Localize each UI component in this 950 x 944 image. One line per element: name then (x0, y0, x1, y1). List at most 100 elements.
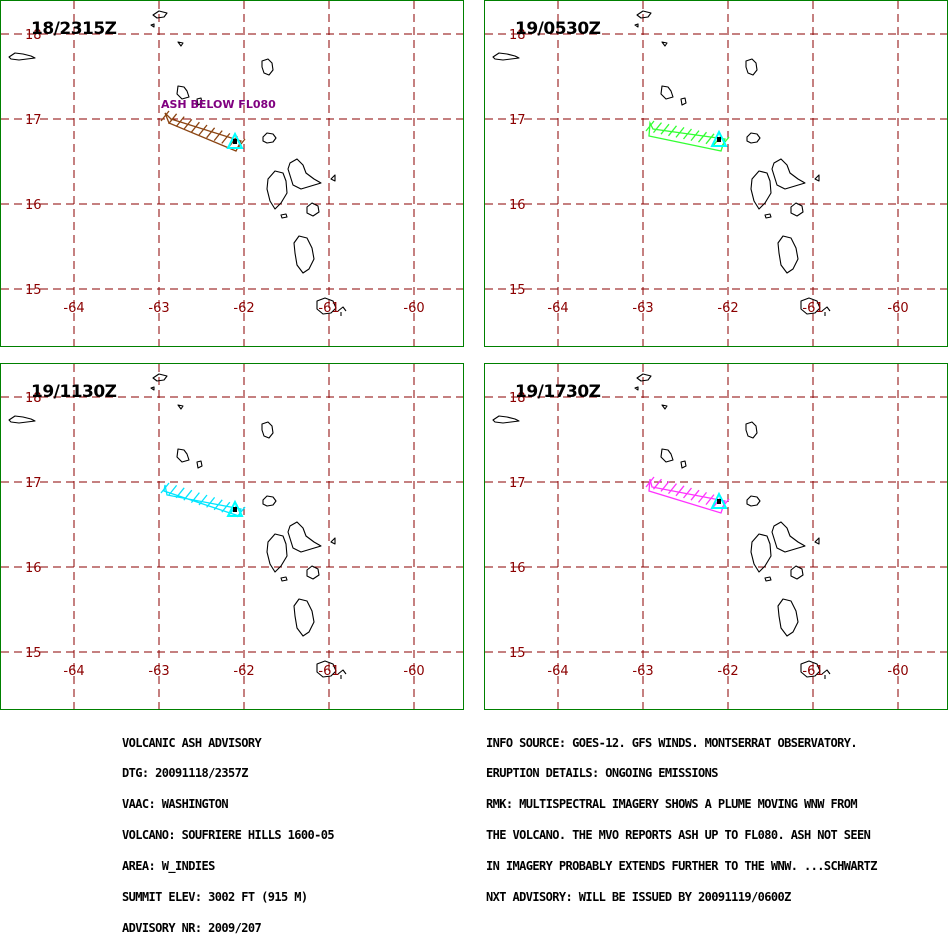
coastline (150, 23, 155, 28)
latitude-label: 15 (25, 283, 42, 298)
ash-hatch (168, 484, 178, 496)
advisory-line: THE VOLCANO. THE MVO REPORTS ASH UP TO F… (486, 828, 871, 843)
map-panel-4: -64 -63 -62 -61 -60 18 17 16 15 19/1730Z (484, 363, 948, 710)
longitude-label: -60 (887, 664, 908, 679)
latitude-label: 17 (25, 476, 42, 491)
coastline (790, 565, 804, 580)
ash-hatch (168, 113, 178, 125)
ash-hatch (705, 133, 715, 145)
longitude-label: -61 (802, 301, 823, 316)
ash-hatch (667, 483, 678, 495)
coastline (306, 565, 320, 580)
volcano-summit (233, 507, 237, 512)
panel-time-label: 19/1730Z (515, 382, 601, 402)
coastline (316, 297, 337, 315)
volcano-marker (710, 129, 728, 147)
latitude-label: 17 (25, 113, 42, 128)
advisory-line: VAAC: WASHINGTON (122, 797, 229, 812)
volcano-marker (710, 491, 728, 509)
coastline (176, 448, 190, 463)
coastline (8, 52, 36, 61)
map-panel-1: -64 -63 -62 -61 -60 18 17 16 15 ASH BELOW FL080 1… (0, 0, 464, 347)
advisory-line: IN IMAGERY PROBABLY EXTENDS FURTHER TO T… (486, 859, 877, 874)
volcano-marker (226, 499, 244, 517)
volcano-summit (717, 499, 721, 504)
ash-hatch (213, 499, 223, 511)
coastline (777, 235, 799, 274)
coastline (661, 404, 668, 410)
panel-time-label: 19/0530Z (515, 19, 601, 39)
coastline (152, 373, 168, 382)
ash-hatch (690, 130, 700, 142)
coastline (814, 174, 820, 182)
longitude-label: -63 (148, 301, 169, 316)
coastline (746, 495, 761, 507)
ash-hatch (652, 478, 663, 490)
ash-hatch (198, 124, 208, 136)
advisory-line: SUMMIT ELEV: 3002 FT (915 M) (122, 890, 308, 905)
coastline (771, 521, 806, 553)
ash-hatch (697, 131, 708, 143)
advisory-line: AREA: W_INDIES (122, 859, 215, 874)
ash-hatch (675, 126, 685, 138)
coastline (745, 58, 758, 76)
longitude-label: -62 (717, 664, 738, 679)
coastline (266, 170, 288, 210)
coastline (280, 213, 288, 219)
advisory-line: DTG: 20091118/2357Z (122, 766, 248, 781)
coastline (800, 660, 821, 678)
ash-hatch (206, 496, 216, 508)
ash-level-label: ASH BELOW FL080 (161, 98, 276, 111)
longitude-label: -64 (547, 664, 568, 679)
coastline (492, 52, 520, 61)
coastline (280, 576, 288, 582)
coastline (634, 386, 639, 391)
map-panel-3: -64 -63 -62 -61 -60 18 17 16 15 19/1130Z (0, 363, 464, 710)
coastline (745, 421, 758, 439)
latitude-label: 18 (509, 391, 526, 406)
coastline (287, 521, 322, 553)
coastline (261, 58, 274, 76)
longitude-label: -63 (148, 664, 169, 679)
coastline (293, 235, 315, 274)
coastline (821, 306, 831, 316)
ash-hatch (705, 494, 715, 506)
latitude-label: 15 (509, 283, 526, 298)
longitude-label: -63 (632, 301, 653, 316)
longitude-label: -60 (887, 301, 908, 316)
coastline (660, 85, 674, 100)
coastline (337, 306, 347, 316)
coastline (680, 97, 687, 106)
panel-time-label: 19/1130Z (31, 382, 117, 402)
latitude-label: 17 (509, 113, 526, 128)
panel-time-label: 18/2315Z (31, 19, 117, 39)
advisory-line: RMK: MULTISPECTRAL IMAGERY SHOWS A PLUME… (486, 797, 858, 812)
ash-hatch (660, 480, 670, 492)
coastline (262, 495, 277, 507)
latitude-label: 16 (25, 198, 42, 213)
ash-hatch (190, 121, 200, 133)
latitude-label: 18 (509, 28, 526, 43)
longitude-label: -61 (318, 301, 339, 316)
coastline (196, 460, 203, 469)
ash-hatch (160, 110, 170, 122)
ash-cloud-outline (164, 112, 242, 152)
advisory-line: NXT ADVISORY: WILL BE ISSUED BY 20091119… (486, 890, 791, 905)
ash-hatch (690, 489, 700, 501)
advisory-line: ERUPTION DETAILS: ONGOING EMISSIONS (486, 766, 718, 781)
advisory-line: ADVISORY NR: 2009/207 (122, 920, 262, 935)
coastline (790, 202, 804, 217)
map-svg: -64 -63 -62 -61 -60 18 17 16 15 (485, 364, 947, 709)
map-svg: -64 -63 -62 -61 -60 18 17 16 15 ASH BELOW FL080 (1, 1, 463, 346)
coastline (287, 158, 322, 190)
longitude-label: -64 (63, 301, 84, 316)
advisory-line: INFO SOURCE: GOES-12. GFS WINDS. MONTSER… (486, 735, 858, 750)
volcano-summit (233, 139, 237, 144)
ash-hatch (175, 116, 185, 128)
coastline (152, 10, 168, 19)
longitude-label: -64 (547, 301, 568, 316)
longitude-label: -62 (233, 664, 254, 679)
ash-hatch (652, 122, 663, 134)
coastline (636, 373, 652, 382)
coastline (196, 97, 203, 106)
